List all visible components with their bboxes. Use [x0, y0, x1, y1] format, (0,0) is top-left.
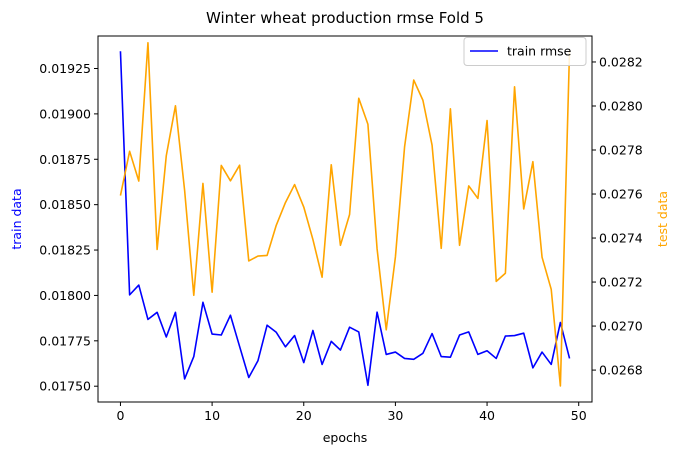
x-tick-label: 50 — [571, 408, 587, 423]
x-tick-label: 20 — [296, 408, 312, 423]
y-left-tick-label: 0.01850 — [39, 197, 91, 212]
y-axis-left: 0.01750 0.01775 0.01800 0.01825 0.01850 0.018… — [39, 61, 98, 394]
plot-frame — [97, 35, 593, 403]
y-right-tick-label: 0.0272 — [599, 275, 643, 290]
y-right-tick-label: 0.0274 — [599, 231, 643, 246]
legend-label-train: train rmse — [507, 44, 572, 59]
y-axis-right: 0.0268 0.0270 0.0272 0.0274 0.0276 0.0278 0.02… — [592, 54, 643, 378]
y-right-tick-label: 0.0276 — [599, 187, 643, 202]
y-right-tick-label: 0.0282 — [599, 54, 643, 69]
y-left-tick-label: 0.01925 — [39, 61, 91, 76]
chart-title: Winter wheat production rmse Fold 5 — [206, 9, 484, 27]
x-axis-title: epochs — [323, 430, 368, 445]
y-right-tick-label: 0.0270 — [599, 319, 643, 334]
y-axis-right-title: test data — [655, 191, 670, 247]
y-left-tick-label: 0.01900 — [39, 106, 91, 121]
legend-box — [463, 37, 587, 66]
legend: train rmse — [463, 37, 587, 66]
x-tick-label: 30 — [387, 408, 403, 423]
y-left-tick-label: 0.01825 — [39, 243, 91, 258]
x-tick-label: 0 — [116, 408, 124, 423]
y-left-tick-label: 0.01800 — [39, 288, 91, 303]
x-tick-label: 40 — [479, 408, 495, 423]
y-right-tick-label: 0.0278 — [599, 143, 643, 158]
y-right-tick-label: 0.0280 — [599, 98, 643, 113]
x-tick-label: 10 — [204, 408, 220, 423]
y-left-tick-label: 0.01775 — [39, 333, 91, 348]
x-axis: 0 10 20 30 40 50 — [116, 402, 587, 423]
y-right-tick-label: 0.0268 — [599, 363, 643, 378]
series-line-train-rmse — [119, 51, 571, 387]
y-left-tick-label: 0.01750 — [39, 379, 91, 394]
plot-area — [119, 42, 571, 387]
y-axis-left-title: train data — [9, 188, 24, 249]
y-left-tick-label: 0.01875 — [39, 152, 91, 167]
series-line-test-rmse — [119, 42, 571, 387]
